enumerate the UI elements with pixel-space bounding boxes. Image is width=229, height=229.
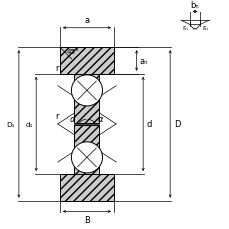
Bar [60,174,114,201]
Text: aₙ: aₙ [139,57,148,66]
Bar [74,74,99,123]
Text: d: d [146,120,151,129]
Circle shape [71,76,102,106]
Text: D: D [173,120,180,129]
Text: $\alpha$: $\alpha$ [97,114,104,123]
Text: $\alpha$: $\alpha$ [69,114,76,123]
Bar [60,48,114,74]
Circle shape [71,142,102,173]
Text: r: r [55,111,59,120]
Text: r: r [55,63,59,72]
Text: bₙ: bₙ [190,1,199,10]
Bar [74,125,99,174]
Text: B: B [84,215,90,224]
Bar [60,48,114,74]
Text: rₙ: rₙ [181,25,187,31]
Text: a: a [84,16,89,25]
Bar [74,74,99,123]
Bar [74,125,99,174]
Text: d₁: d₁ [25,121,33,127]
Bar [60,174,114,201]
Text: D₁: D₁ [6,121,15,127]
Text: rₙ: rₙ [201,25,207,31]
Text: 45°: 45° [66,49,79,55]
